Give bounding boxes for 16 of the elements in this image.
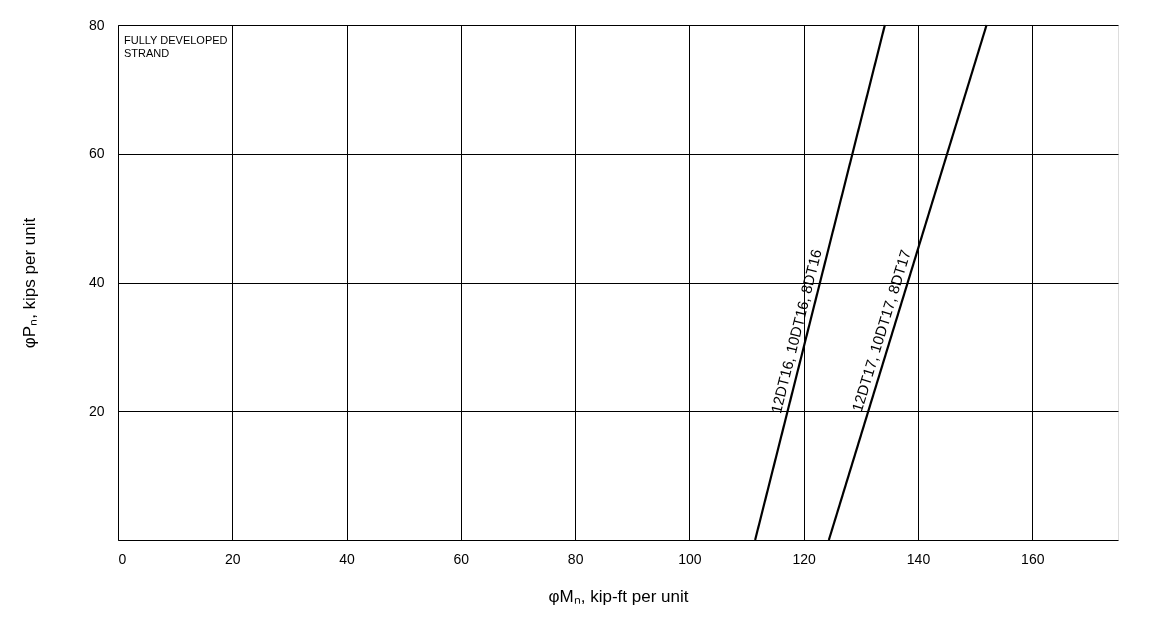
y-axis-title: φPₙ, kips per unit	[19, 217, 39, 349]
y-tick-label: 80	[88, 16, 105, 33]
x-axis-title: φMₙ, kip-ft per unit	[548, 586, 689, 606]
x-tick-label: 140	[906, 550, 931, 567]
annotation: FULLY DEVELOPED STRAND	[124, 34, 228, 59]
x-tick-label: 160	[1021, 550, 1045, 567]
x-tick-label: 20	[225, 550, 241, 567]
x-tick-label: 120	[792, 550, 817, 567]
x-tick-label: 80	[567, 550, 584, 567]
x-tick-label: 40	[339, 550, 356, 567]
y-tick-label: 60	[88, 145, 105, 162]
x-tick-label: 0	[118, 550, 127, 567]
x-tick-label: 100	[678, 550, 702, 567]
x-tick-label: 60	[453, 550, 470, 567]
y-tick-label: 40	[88, 274, 105, 290]
y-tick-label: 20	[88, 402, 105, 419]
